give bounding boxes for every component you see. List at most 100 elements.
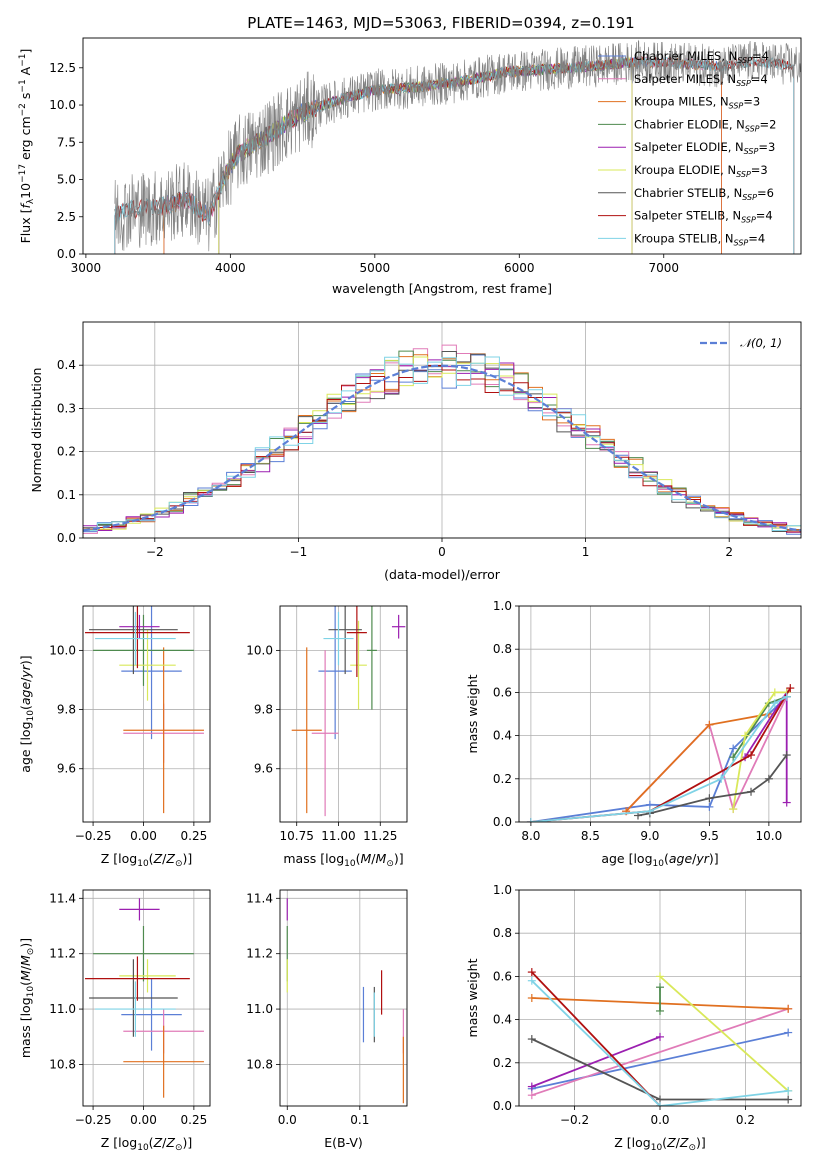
y-tick-label: 0.6: [493, 685, 512, 699]
x-tick-label: 10.0: [756, 829, 783, 843]
y-tick-label: 10.0: [49, 643, 76, 657]
legend-label-count: =2: [760, 117, 777, 131]
legend-label-count: =4: [756, 209, 773, 223]
label-part: /: [371, 851, 376, 866]
x-tick-label: 0: [438, 545, 446, 559]
label-part: 10: [344, 859, 356, 869]
y-tick-label: 0.2: [493, 1056, 512, 1070]
x-tick-label: 1: [582, 545, 590, 559]
legend-label-count: =4: [752, 49, 769, 63]
x-tick-label: 5000: [360, 261, 391, 275]
y-tick-label: 10.0: [49, 98, 76, 112]
label-part: /: [692, 851, 697, 866]
axes-frame: [279, 889, 408, 1107]
x-tick-label: 0.00: [130, 1113, 157, 1127]
x-tick-label: 3000: [71, 261, 102, 275]
y-tick-label: 10.0: [246, 643, 273, 657]
mass-weight-line: [625, 713, 770, 812]
mass-weight-line: [531, 1036, 661, 1088]
x-tick-label: 9.5: [700, 829, 719, 843]
mass-weight-line: [530, 695, 788, 822]
mass-weight-line: [531, 1031, 789, 1090]
legend-label-count: =3: [751, 163, 768, 177]
label-part: age [log: [18, 721, 33, 772]
x-tick-label: 0.25: [181, 1113, 208, 1127]
axes-frame: [82, 37, 802, 255]
axes-frame: [82, 889, 211, 1107]
x-tick-label: 10.75: [280, 829, 314, 843]
label-part: Flux [: [18, 209, 33, 244]
label-part: age [log: [601, 851, 652, 866]
y-tick-label: 11.4: [49, 891, 76, 905]
axes-frame: [82, 605, 211, 823]
x-axis-label: age [log10(age/yr)]: [601, 851, 718, 869]
mass-weight-line: [659, 975, 789, 1092]
label-part: 10: [653, 859, 665, 869]
panel-residuals: −2 −1 0 1 2 0.0 0.1 0.2 0.3 0.4 (data-model)/error…: [29, 321, 802, 582]
y-tick-label: 1.0: [493, 599, 512, 613]
residual-histogram: [83, 356, 801, 531]
legend-label: Chabrier STELIB, NSSP=6: [634, 186, 774, 202]
label-part: ⊙: [26, 948, 36, 956]
x-tick-label: 8.0: [521, 829, 540, 843]
label-part: Z: [165, 851, 175, 866]
legend-label-count: =4: [748, 231, 765, 245]
x-axis-label: Z [log10(Z/Z⊙)]: [614, 1135, 706, 1153]
x-tick-label: −0.25: [75, 1113, 112, 1127]
label-part: 10: [137, 1143, 149, 1153]
label-part: ]: [18, 49, 33, 54]
legend-label-count: =3: [758, 140, 775, 154]
y-tick-label: 11.2: [246, 947, 273, 961]
label-part: (: [149, 851, 154, 866]
x-tick-label: 11.25: [363, 829, 397, 843]
legend-label-sub: SSP: [741, 216, 756, 225]
legend-label: Kroupa ELODIE, NSSP=3: [634, 163, 768, 179]
label-part: −1: [18, 79, 28, 92]
legend-label-sub: SSP: [737, 56, 752, 65]
label-part: (: [664, 851, 669, 866]
label-part: mass [log: [18, 997, 33, 1058]
label-part: yr: [695, 851, 709, 866]
label-part: Z: [679, 1135, 689, 1150]
x-tick-label: 6000: [504, 261, 535, 275]
label-part: mass [log: [283, 851, 344, 866]
label-part: −17: [18, 164, 28, 183]
x-axis-label: E(B-V): [324, 1135, 363, 1150]
y-tick-label: 0.0: [57, 531, 76, 545]
plot-area: [280, 890, 407, 1106]
label-part: 10: [651, 1143, 663, 1153]
label-part: E(B-V): [324, 1135, 363, 1150]
x-tick-label: 0.0: [278, 1113, 297, 1127]
legend-label-count: =6: [757, 186, 774, 200]
legend-label-sub: SSP: [744, 147, 759, 156]
label-part: )]: [394, 851, 404, 866]
x-tick-label: 0.1: [350, 1113, 369, 1127]
y-tick-label: 10.8: [246, 1057, 273, 1071]
legend-label-main: Kroupa MILES, N: [634, 95, 729, 109]
label-part: (: [18, 705, 33, 710]
y-axis-label: mass [log10(M/M⊙)]: [18, 938, 36, 1058]
label-part: ⊙: [688, 1143, 696, 1153]
x-axis-label: wavelength [Angstrom, rest frame]: [332, 281, 552, 296]
x-tick-label: 0.2: [736, 1113, 755, 1127]
y-tick-label: 7.5: [57, 135, 76, 149]
y-tick-label: 11.4: [246, 891, 273, 905]
y-tick-label: 0.6: [493, 969, 512, 983]
legend-label: Chabrier MILES, NSSP=4: [634, 49, 769, 65]
y-tick-label: 12.5: [49, 61, 76, 75]
label-part: Z [log: [614, 1135, 650, 1150]
label-part: M: [18, 955, 33, 966]
label-part: Z [log: [101, 1135, 137, 1150]
x-tick-label: 9.0: [640, 829, 659, 843]
y-tick-label: 0.8: [493, 926, 512, 940]
legend-label-sub: SSP: [745, 124, 760, 133]
x-tick-label: 0.25: [181, 829, 208, 843]
y-tick-label: 1.0: [493, 883, 512, 897]
y-tick-label: 2.5: [57, 210, 76, 224]
plot-area: [280, 606, 407, 822]
label-part: )]: [182, 851, 192, 866]
label-part: )]: [18, 655, 33, 665]
label-part: M: [18, 970, 33, 981]
